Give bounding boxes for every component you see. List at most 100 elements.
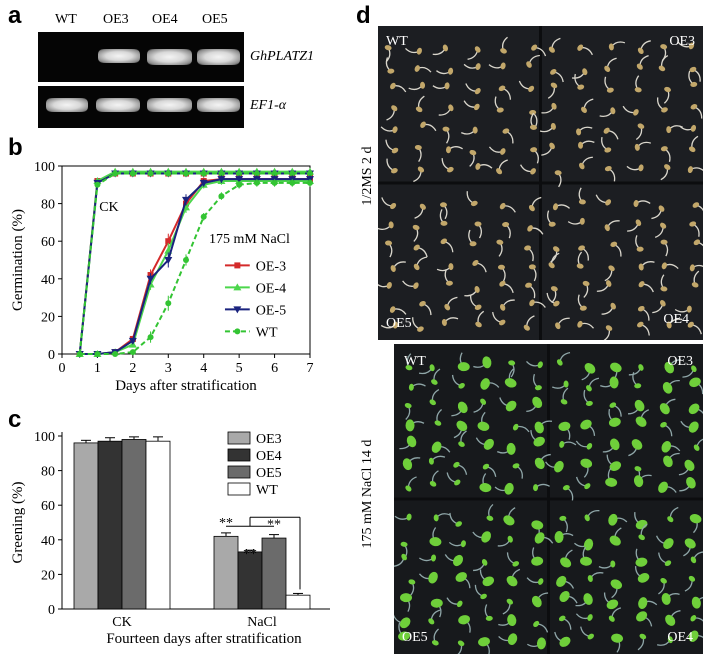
seedling-cotyledon [548,262,555,269]
seedling-cotyledon [608,265,615,272]
seedling [380,321,398,329]
seedling [475,437,494,450]
seedling [687,166,703,174]
seedling [434,408,443,426]
seedling [604,166,616,182]
seedling-cotyledon [584,514,590,522]
gel-gene-label: GhPLATZ1 [250,49,315,64]
seedling [559,515,568,533]
x-tick-label: 4 [200,361,207,376]
seedling-cotyledon [534,532,545,544]
seedling [547,210,556,227]
seedling [637,633,647,651]
seedling [666,318,683,329]
photo-top-corner-label: OE4 [663,312,689,327]
seedling [461,126,478,135]
seedling-cotyledon [496,239,504,245]
seedling [661,593,680,605]
seedling [663,452,680,468]
data-point [217,176,226,184]
seedling-cotyledon [582,280,590,287]
seedling-cotyledon [555,322,561,330]
seedling [479,569,495,587]
legend: OE-3 OE-4 OE-5 WT [224,259,286,340]
seedling-photo-top-drawing [378,26,703,340]
seedling [475,310,485,328]
seedling-cotyledon [553,246,560,252]
seedling [400,593,413,612]
seedling [442,126,450,144]
seedling [404,47,422,55]
seedling-cotyledon [499,280,506,287]
seedling-cotyledon [531,44,538,51]
seedling-cotyledon [480,593,487,600]
seedling [679,477,696,492]
seedling [554,170,562,188]
seedling-cotyledon [584,363,596,374]
seedling [689,221,700,237]
seedling [575,593,593,607]
seedling-cotyledon [412,224,420,231]
seedling [498,85,512,100]
data-point [234,328,241,335]
seedling-cotyledon [529,124,537,130]
gel-lane-label: OE5 [202,12,228,27]
seedling-cotyledon [605,199,612,206]
seedling [677,41,695,50]
seedling [436,67,454,75]
seedling [480,378,500,390]
seedling-cotyledon [414,144,422,150]
seedling [660,44,668,62]
seedling [635,409,650,427]
seedling-cotyledon [497,264,505,270]
seedling [499,299,515,311]
seedling-cotyledon [660,146,668,152]
seedling-cotyledon [687,321,694,328]
seedling-cotyledon [502,128,510,134]
seedling-cotyledon [635,557,648,567]
seedling [601,302,616,315]
seedling [556,352,571,366]
seedling [596,280,612,292]
seedling [562,485,574,501]
seedling [531,592,549,608]
seedling-cotyledon [387,68,395,74]
seedling [638,281,654,293]
seedling-cotyledon [549,142,555,150]
seedling-cotyledon [420,121,426,128]
seedling [467,46,481,60]
data-point [233,306,242,314]
data-point [165,300,172,307]
seedling [534,420,553,434]
seedling-cotyledon [558,615,566,622]
seedling [661,441,681,453]
seedling-cotyledon [500,48,507,54]
seedling-cotyledon [440,220,448,226]
data-point [165,170,172,177]
seedling [524,245,534,262]
seedling [386,105,398,121]
seedling [431,628,439,646]
seedling [412,317,424,332]
seedling-cotyledon [686,305,692,313]
bar-oe3-nacl [213,535,239,610]
seedling-cotyledon [577,44,584,51]
seedling-cotyledon [582,68,588,76]
data-point [307,170,313,177]
seedling-cotyledon [559,636,571,647]
seedling [652,300,666,314]
seedling-cotyledon [506,598,513,605]
data-point [129,170,136,177]
seedling [436,263,454,272]
seedling-cotyledon [500,148,506,155]
data-point [183,170,189,177]
x-axis-title: Fourteen days after stratification [106,631,302,647]
seedling-cotyledon [434,420,442,426]
seedling-cotyledon [442,126,450,132]
seedling-cotyledon [693,444,700,451]
seedling [559,590,578,604]
seedling [586,377,600,392]
seedling-cotyledon [433,514,439,522]
seedling-cotyledon [442,44,449,52]
seedling-cotyledon [508,360,516,366]
